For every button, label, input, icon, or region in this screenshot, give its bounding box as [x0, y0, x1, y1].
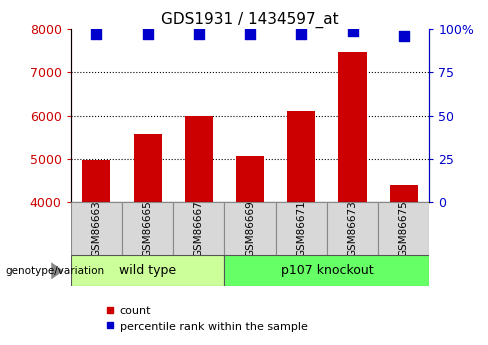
Bar [236, 156, 264, 202]
Bar [71, 202, 122, 255]
Bar [224, 255, 429, 286]
Text: p107 knockout: p107 knockout [281, 264, 373, 277]
Bar [287, 111, 315, 202]
Point [195, 32, 203, 37]
Bar [82, 159, 110, 202]
Text: wild type: wild type [119, 264, 176, 277]
Text: GSM86665: GSM86665 [142, 200, 153, 257]
Text: GSM86671: GSM86671 [296, 200, 306, 257]
Bar [134, 134, 162, 202]
Point [246, 32, 254, 37]
Text: GSM86673: GSM86673 [347, 200, 358, 257]
Text: GSM86675: GSM86675 [399, 200, 409, 257]
Bar [224, 202, 276, 255]
Legend: count, percentile rank within the sample: count, percentile rank within the sample [101, 301, 312, 336]
Bar [327, 202, 378, 255]
Bar [173, 202, 224, 255]
Title: GDS1931 / 1434597_at: GDS1931 / 1434597_at [162, 12, 339, 28]
Point [298, 32, 305, 37]
Text: genotype/variation: genotype/variation [5, 266, 104, 276]
Bar [339, 52, 366, 202]
Point [144, 32, 152, 37]
Point [93, 32, 101, 37]
Bar [276, 202, 327, 255]
Point [400, 33, 408, 39]
Polygon shape [51, 262, 63, 279]
Bar [378, 202, 429, 255]
Point [349, 28, 357, 34]
Text: GSM86663: GSM86663 [91, 200, 102, 257]
Text: GSM86669: GSM86669 [245, 200, 255, 257]
Bar [185, 117, 213, 202]
Bar [122, 202, 173, 255]
Text: GSM86667: GSM86667 [194, 200, 204, 257]
Bar [390, 186, 418, 202]
Bar [71, 255, 224, 286]
